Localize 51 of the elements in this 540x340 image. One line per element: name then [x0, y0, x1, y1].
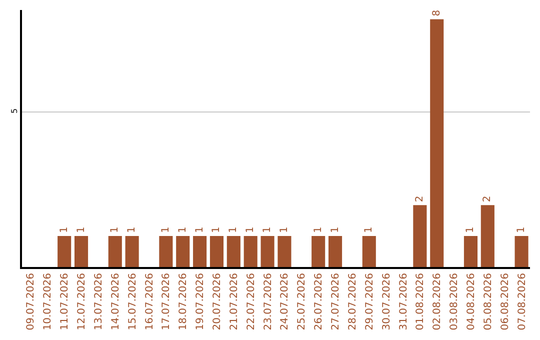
x-tick-label: 23.07.2026 [262, 273, 274, 330]
data-label: 1 [110, 226, 121, 234]
data-label: 1 [160, 226, 172, 234]
data-label: 1 [312, 226, 324, 234]
x-tick-label: 16.07.2026 [144, 273, 156, 330]
x-tick-label: 31.07.2026 [398, 273, 410, 330]
data-label: 1 [194, 226, 206, 234]
data-label: 2 [414, 196, 426, 202]
x-tick-label: 30.07.2026 [381, 273, 392, 330]
x-tick-label: 10.07.2026 [42, 273, 54, 330]
x-tick-label: 26.07.2026 [314, 273, 325, 330]
x-tick-label: 18.07.2026 [178, 273, 190, 330]
x-tick-label: 01.08.2026 [415, 273, 426, 330]
y-tick-label: 5 [10, 108, 19, 114]
x-tick-label: 14.07.2026 [110, 273, 122, 330]
data-label: 1 [262, 226, 274, 234]
x-tick-label: 09.07.2026 [26, 273, 37, 330]
x-tick-label: 20.07.2026 [212, 273, 223, 330]
x-tick-label: 06.08.2026 [500, 273, 511, 330]
x-tick-label: 27.07.2026 [330, 273, 342, 330]
data-label: 1 [516, 226, 528, 234]
x-tick-label: 05.08.2026 [482, 273, 494, 330]
x-tick-label: 15.07.2026 [127, 273, 138, 330]
data-label: 1 [211, 226, 222, 234]
x-tick-label: 03.08.2026 [449, 273, 460, 330]
data-label: 1 [58, 226, 70, 234]
x-tick-label: 12.07.2026 [76, 273, 88, 330]
data-label: 1 [465, 226, 476, 234]
x-tick-label: 29.07.2026 [364, 273, 376, 330]
x-tick-label: 28.07.2026 [347, 273, 358, 330]
x-tick-label: 22.07.2026 [246, 273, 257, 330]
x-tick-label: 02.08.2026 [432, 273, 444, 330]
data-label: 1 [177, 226, 188, 234]
data-label: 1 [278, 226, 290, 234]
data-label: 1 [76, 226, 87, 234]
x-tick-label: 25.07.2026 [296, 273, 308, 330]
data-label: 1 [228, 226, 240, 234]
x-tick-label: 19.07.2026 [195, 273, 206, 330]
x-tick-label: 17.07.2026 [161, 273, 172, 330]
data-label: 1 [245, 226, 256, 234]
data-label: 1 [364, 226, 375, 234]
x-tick-label: 24.07.2026 [280, 273, 291, 330]
x-tick-label: 07.08.2026 [516, 273, 528, 330]
data-label: 1 [126, 226, 138, 234]
x-tick-label: 21.07.2026 [228, 273, 240, 330]
x-tick-label: 11.07.2026 [60, 273, 71, 330]
data-label: 8 [431, 10, 442, 16]
x-tick-label: 13.07.2026 [93, 273, 104, 330]
x-tick-label: 04.08.2026 [466, 273, 477, 330]
data-label: 1 [330, 226, 341, 234]
data-label: 2 [482, 196, 494, 202]
